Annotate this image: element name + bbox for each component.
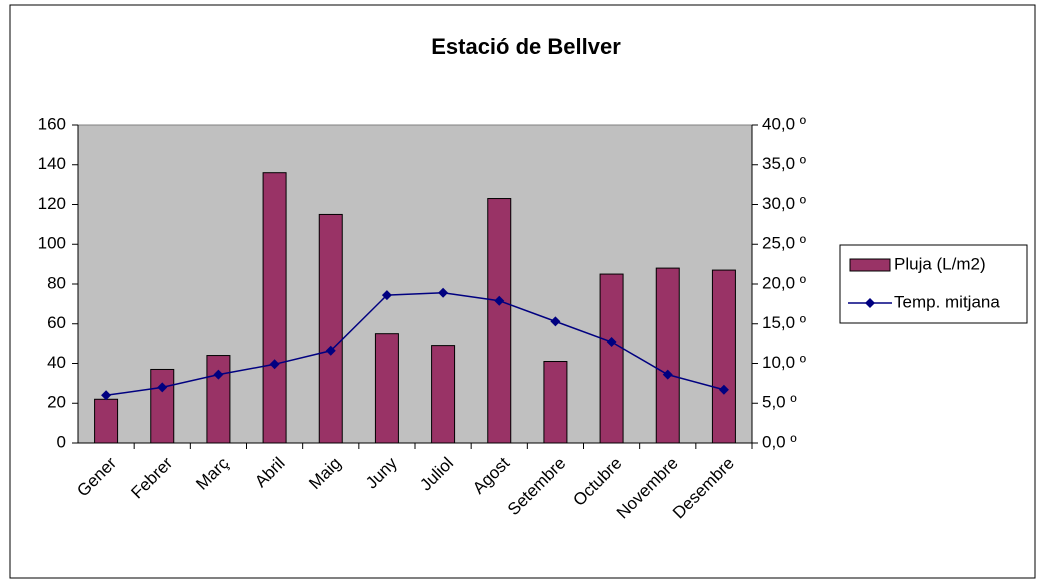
- y2-tick-label: 5,0 º: [762, 393, 797, 412]
- marker: [213, 369, 224, 380]
- marker: [606, 337, 617, 348]
- bar: [318, 213, 343, 444]
- y2-tick-label: 25,0 º: [762, 234, 806, 253]
- y-tick-label: 0: [57, 432, 66, 451]
- marker: [325, 345, 336, 356]
- legend-marker: [865, 298, 875, 308]
- bar: [431, 345, 456, 444]
- y-tick-label: 120: [38, 194, 66, 213]
- marker: [550, 316, 561, 327]
- y-tick-label: 160: [38, 114, 66, 133]
- y-tick-label: 40: [47, 353, 66, 372]
- y2-tick-label: 40,0 º: [762, 114, 806, 133]
- y2-tick-label: 0,0 º: [762, 432, 797, 451]
- legend-label: Temp. mitjana: [894, 292, 1000, 311]
- legend-label: Pluja (L/m2): [894, 254, 986, 273]
- marker: [269, 359, 280, 370]
- bar: [543, 361, 568, 444]
- bar: [374, 333, 399, 444]
- bar: [487, 198, 512, 444]
- legend-box: [839, 244, 1028, 324]
- y2-tick-label: 15,0 º: [762, 313, 806, 332]
- marker: [381, 290, 392, 301]
- marker: [157, 382, 168, 393]
- bar: [262, 172, 287, 444]
- bar: [206, 355, 231, 444]
- marker: [494, 295, 505, 306]
- marker: [101, 390, 112, 401]
- y-tick-label: 20: [47, 393, 66, 412]
- line: [105, 291, 725, 397]
- bar: [94, 398, 119, 444]
- y-tick-label: 80: [47, 273, 66, 292]
- marker: [662, 369, 673, 380]
- y-tick-label: 100: [38, 234, 66, 253]
- legend-swatch: [849, 258, 891, 272]
- y2-tick-label: 30,0 º: [762, 194, 806, 213]
- bar: [655, 267, 680, 444]
- marker: [718, 384, 729, 395]
- y2-tick-label: 20,0 º: [762, 273, 806, 292]
- y-tick-label: 140: [38, 154, 66, 173]
- y2-tick-label: 35,0 º: [762, 154, 806, 173]
- bar: [711, 269, 736, 444]
- bar: [599, 273, 624, 444]
- y-tick-label: 60: [47, 313, 66, 332]
- bar: [150, 368, 175, 444]
- y2-tick-label: 10,0 º: [762, 353, 806, 372]
- marker: [438, 287, 449, 298]
- chart-title: Estació de Bellver: [431, 34, 621, 59]
- plot-area: [77, 124, 753, 444]
